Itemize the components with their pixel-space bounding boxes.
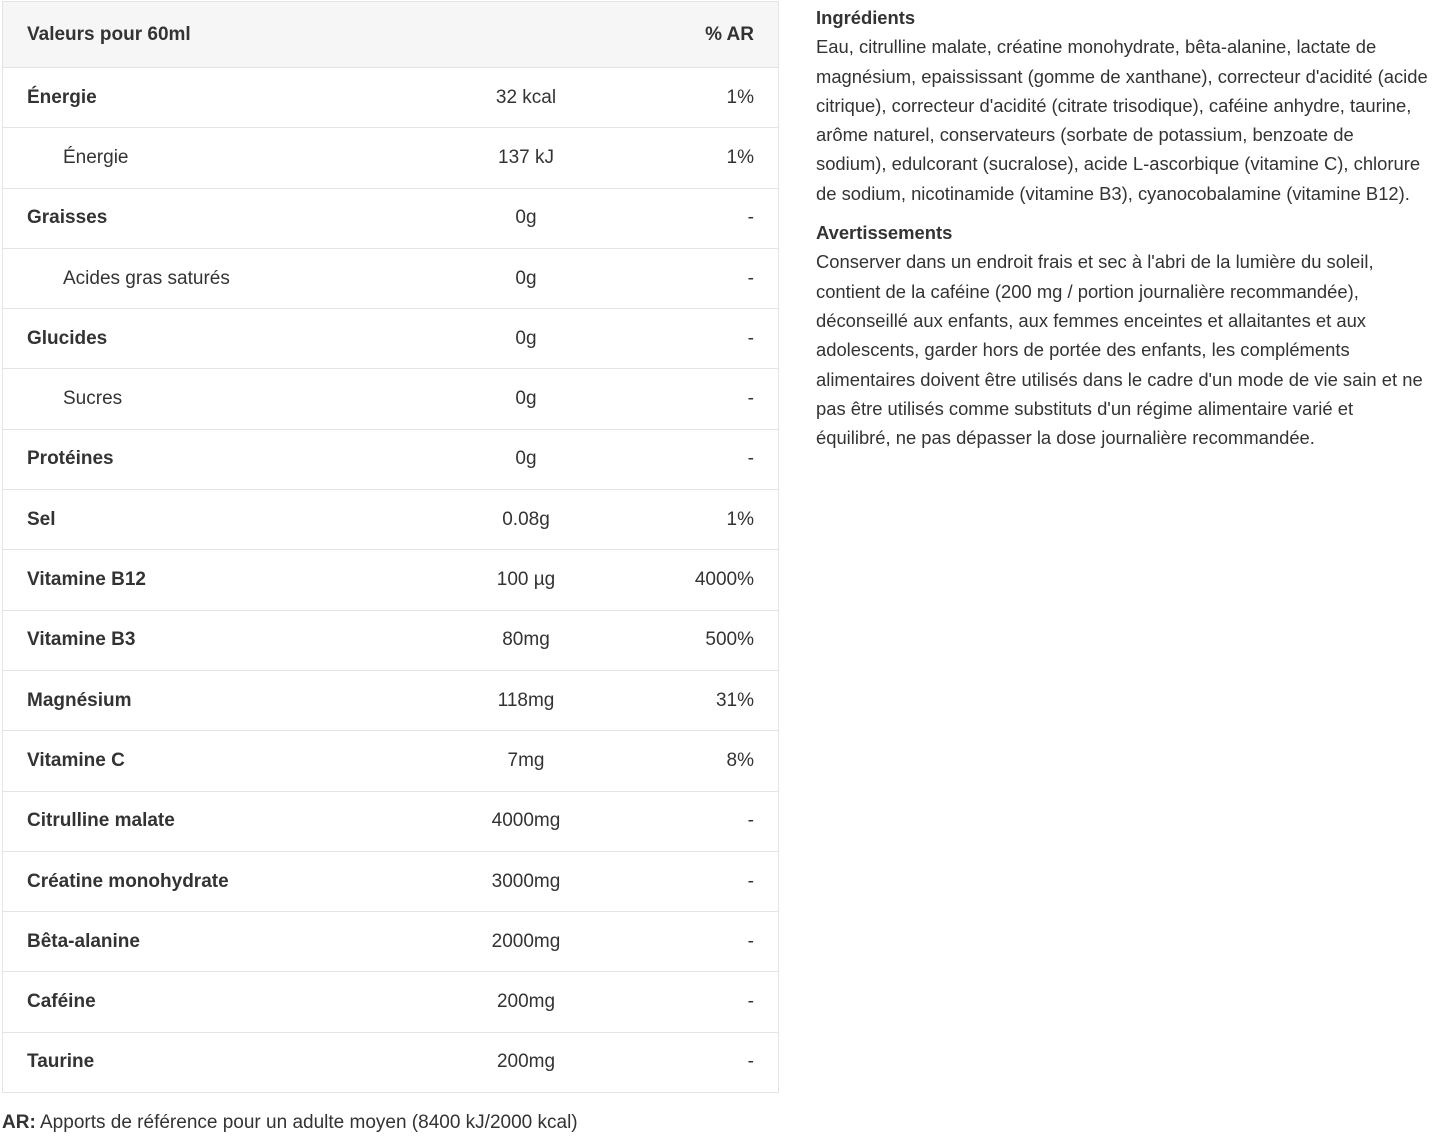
- row-ar: -: [625, 368, 779, 430]
- row-value: 4000mg: [427, 790, 625, 852]
- row-ar: -: [625, 187, 779, 249]
- product-info: Ingrédients Eau, citrulline malate, créa…: [816, 3, 1428, 462]
- row-value: 3000mg: [427, 850, 625, 912]
- row-ar: -: [625, 428, 779, 490]
- row-ar: -: [625, 308, 779, 369]
- row-label: Énergie: [2, 66, 427, 128]
- row-label: Créatine monohydrate: [2, 850, 427, 912]
- row-value: 2000mg: [427, 911, 625, 972]
- row-label: Sel: [2, 489, 427, 550]
- table-row: Caféine 200mg -: [2, 971, 779, 1033]
- row-label: Vitamine B3: [2, 609, 427, 671]
- row-ar: -: [625, 1031, 779, 1093]
- row-value: 0g: [427, 428, 625, 490]
- ingredients-title: Ingrédients: [816, 7, 916, 28]
- row-label: Acides gras saturés: [2, 247, 427, 309]
- row-ar: -: [625, 971, 779, 1033]
- row-value: 7mg: [427, 730, 625, 792]
- row-label: Caféine: [2, 971, 427, 1033]
- table-header: Valeurs pour 60ml % AR: [2, 1, 779, 68]
- row-value: 137 kJ: [427, 127, 625, 189]
- row-value: 100 µg: [427, 549, 625, 611]
- table-row: Magnésium 118mg 31%: [2, 669, 779, 731]
- ingredients-text: Eau, citrulline malate, créatine monohyd…: [816, 36, 1428, 204]
- table-row: Bêta-alanine 2000mg -: [2, 911, 779, 972]
- row-label: Sucres: [2, 368, 427, 430]
- table-row: Citrulline malate 4000mg -: [2, 790, 779, 852]
- row-value: 0g: [427, 187, 625, 249]
- row-ar: 4000%: [625, 549, 779, 611]
- row-value: 0g: [427, 368, 625, 430]
- row-label: Énergie: [2, 127, 427, 189]
- row-label: Citrulline malate: [2, 790, 427, 852]
- header-label: Valeurs pour 60ml: [2, 1, 427, 68]
- row-value: 0g: [427, 308, 625, 369]
- row-label: Glucides: [2, 308, 427, 369]
- row-value: 80mg: [427, 609, 625, 671]
- row-ar: -: [625, 911, 779, 972]
- row-label: Protéines: [2, 428, 427, 490]
- row-ar: 1%: [625, 489, 779, 550]
- row-ar: -: [625, 790, 779, 852]
- warnings-text: Conserver dans un endroit frais et sec à…: [816, 251, 1423, 449]
- row-label: Magnésium: [2, 669, 427, 731]
- row-ar: 31%: [625, 669, 779, 731]
- table-row: Taurine 200mg -: [2, 1031, 779, 1093]
- row-ar: 1%: [625, 66, 779, 128]
- table-row: Protéines 0g -: [2, 428, 779, 490]
- row-ar: -: [625, 850, 779, 912]
- row-value: 118mg: [427, 669, 625, 731]
- table-row: Vitamine B3 80mg 500%: [2, 609, 779, 671]
- row-label: Bêta-alanine: [2, 911, 427, 972]
- table-row: Glucides 0g -: [2, 308, 779, 369]
- row-value: 0g: [427, 247, 625, 309]
- footnote: AR: Apports de référence pour un adulte …: [2, 1112, 578, 1134]
- row-label: Vitamine C: [2, 730, 427, 792]
- table-row: Graisses 0g -: [2, 187, 779, 249]
- table-row: Créatine monohydrate 3000mg -: [2, 850, 779, 912]
- footnote-abbr: AR:: [2, 1112, 36, 1133]
- table-row: Sucres 0g -: [2, 368, 779, 430]
- table-row: Vitamine C 7mg 8%: [2, 730, 779, 792]
- header-ar: % AR: [625, 1, 779, 68]
- row-label: Graisses: [2, 187, 427, 249]
- row-label: Taurine: [2, 1031, 427, 1093]
- table-row: Acides gras saturés 0g -: [2, 247, 779, 309]
- footnote-text: Apports de référence pour un adulte moye…: [35, 1112, 578, 1133]
- row-value: 0.08g: [427, 489, 625, 550]
- header-value: [427, 1, 625, 68]
- row-label: Vitamine B12: [2, 549, 427, 611]
- row-value: 200mg: [427, 1031, 625, 1093]
- table-row: Énergie 32 kcal 1%: [2, 66, 779, 128]
- row-value: 32 kcal: [427, 66, 625, 128]
- row-ar: 1%: [625, 127, 779, 189]
- nutrition-table: Valeurs pour 60ml % AR Énergie 32 kcal 1% É…: [2, 1, 779, 1094]
- row-ar: 8%: [625, 730, 779, 792]
- warnings-title: Avertissements: [816, 222, 953, 244]
- table-row: Énergie 137 kJ 1%: [2, 127, 779, 189]
- table-row: Sel 0.08g 1%: [2, 489, 779, 550]
- row-ar: 500%: [625, 609, 779, 671]
- row-value: 200mg: [427, 971, 625, 1033]
- table-row: Vitamine B12 100 µg 4000%: [2, 549, 779, 611]
- row-ar: -: [625, 247, 779, 309]
